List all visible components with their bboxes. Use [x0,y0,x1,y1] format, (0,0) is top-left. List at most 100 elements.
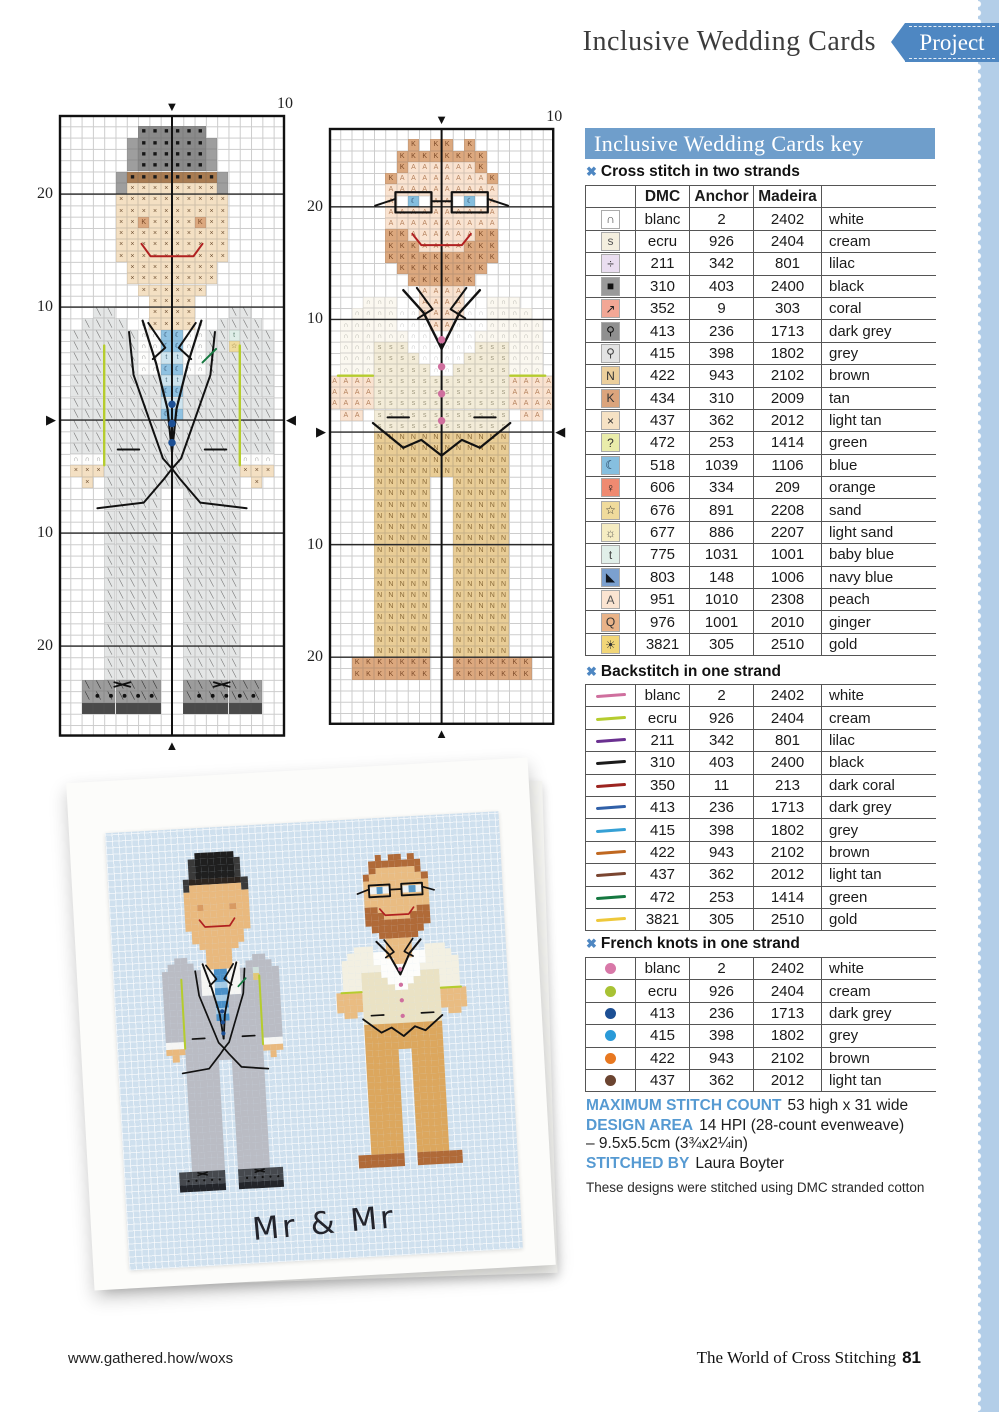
stitch-symbol-swatch: ■ [601,276,620,296]
stitch-cell: s [430,398,442,410]
key-swatch-cell: ♀ [586,477,636,500]
stitch-cell: A [419,285,431,297]
stitch-cell: K [475,229,487,241]
backstitch-line-swatch [595,827,626,833]
stitch-cell: s [374,398,386,410]
stitch-cell: ╲ [104,329,116,341]
stitch-symbol-swatch: A [601,590,620,610]
key-dmc: 437 [636,1069,690,1093]
stitch-cell: N [475,645,487,658]
stitch-cell: ╲ [183,544,195,556]
stitch-cell: A [520,409,532,421]
stitch-cell: ╲ [81,691,93,703]
stitch-cell: ╲ [251,363,263,375]
stitch-cell: ∩ [509,341,521,354]
stitch-cell: ╲ [251,691,263,703]
stitch-cell: × [160,273,172,285]
stitch-cell: ╲ [194,589,206,601]
stitch-cell: ╲ [81,329,93,341]
stitch-cell: ╲ [228,646,240,658]
stitch-cell: ╲ [126,431,139,443]
stitch-cell: ╲ [81,363,93,375]
stitch-cell: ∩ [475,319,487,331]
stitch-cell: × [194,284,206,296]
backstitch-line-swatch [595,917,626,923]
key-dmc: 676 [636,499,690,522]
stitch-cell: A [430,319,442,331]
stitch-cell: s [396,353,408,365]
stitch-cell: ╲ [138,499,150,511]
stitch-cell: ╲ [104,397,116,409]
stitch-symbol-swatch: ↗ [601,299,620,319]
stitch-cell: ╲ [149,442,161,454]
stitch-cell: ╲ [194,420,206,432]
stitch-cell: × [126,205,139,217]
stitch-cell: ╲ [205,668,218,680]
stitch-cell: ╲ [183,691,195,703]
stitch-cell: ╲ [183,442,195,454]
key-dmc: ecru [636,707,690,730]
stitch-cell: N [419,612,431,624]
stitch-cell: ╲ [217,589,229,601]
stitch-cell: A [430,296,442,309]
card-front: Mr & Mr [66,757,556,1291]
key-dmc: 415 [636,342,690,366]
stitch-cell: ╲ [149,476,161,488]
key-colour-name: ginger [822,611,936,634]
stitch-cell: N [407,454,420,466]
stitch-cell: ∩ [464,319,476,331]
section-heading-french-knots: ✖ French knots in one strand [586,935,800,952]
stitch-cell: ∩ [520,364,532,376]
stitch-cell: ╲ [205,533,218,545]
stitch-cell: K [441,139,453,151]
stitch-cell: ╲ [194,578,206,590]
stitch-cell: ∩ [194,352,206,364]
stitch-cell: A [362,386,375,399]
stitch-cell: K [486,251,498,264]
stitch-symbol-swatch: Q [601,612,620,632]
key-dmc: 976 [636,611,690,634]
key-swatch-cell: s [586,230,636,254]
key-madeira: 2102 [754,1047,822,1070]
stitch-cell: ╲ [149,657,161,669]
stitch-cell: ╲ [228,589,240,601]
stitch-cell: ╲ [92,431,105,443]
stitch-cell: ■ [172,171,184,183]
stitch-cell: ╲ [115,318,127,330]
stitch-cell: ╲ [126,600,139,613]
stitch-cell: ╲ [217,646,229,658]
stitch-cell: N [486,589,498,601]
stitch-cell: N [374,544,386,556]
stitch-cell: ∩ [509,319,521,331]
key-dmc: 518 [636,454,690,478]
stitch-cell: N [385,510,397,523]
project-ribbon: Project [891,23,999,62]
stitch-cell: N [486,477,498,489]
key-anchor: 403 [690,275,754,298]
stitch-cell: ∩ [374,319,386,331]
stitch-cell: ☾ [407,195,420,207]
stitch-cell: × [115,239,127,251]
stitch-cell: N [475,555,487,568]
stitch-cell: N [419,567,431,579]
stitch-cell: N [419,578,431,590]
stitch-cell: s [497,353,510,365]
stitch-cell: ╲ [138,408,150,421]
stitch-cell: N [396,432,408,444]
stitch-cell: s [385,353,397,365]
stitch-cell: N [475,623,487,635]
stitch-cell: N [396,510,408,523]
stitch-cell: A [441,285,453,297]
stitch-cell: ╲ [126,420,139,432]
stitch-cell: ╲ [115,442,127,454]
stitch-cell: s [385,341,397,354]
stitch-cell: ╲ [172,431,184,443]
stitch-cell: ╲ [172,465,184,477]
stitch-cell: N [475,499,487,511]
stitch-cell: ╲ [217,668,229,680]
stitch-cell: ╲ [217,420,229,432]
stitch-cell: ╲ [115,408,127,421]
stitch-cell: N [407,510,420,523]
stitch-cell: ╲ [183,646,195,658]
